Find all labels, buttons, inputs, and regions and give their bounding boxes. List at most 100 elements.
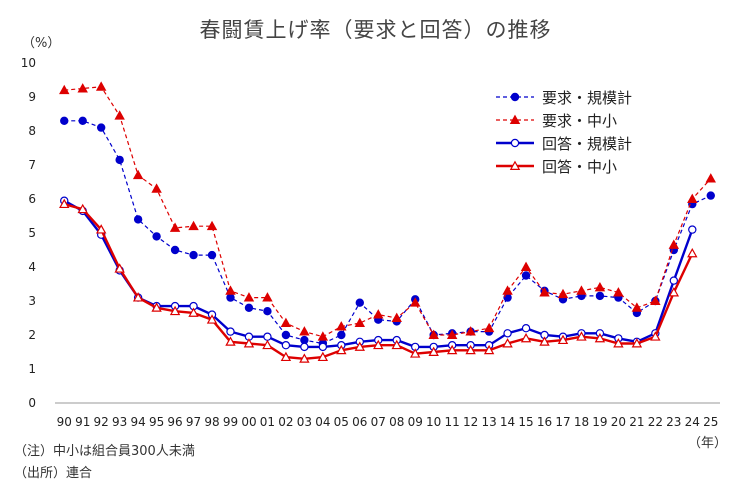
series-2-point <box>446 329 458 339</box>
x-tick-label: 19 <box>592 415 607 429</box>
x-tick-label: 02 <box>278 415 293 429</box>
series-1-point <box>115 155 124 165</box>
series-4-point <box>446 344 458 355</box>
series-4-point <box>225 336 236 346</box>
legend-marker-3 <box>510 138 520 148</box>
series-1-point <box>706 191 715 200</box>
series-4-point <box>465 344 476 355</box>
series-4-point <box>391 339 402 350</box>
series-4-point <box>428 346 439 356</box>
legend-marker-4 <box>509 160 521 170</box>
series-1-point <box>133 215 143 224</box>
series-2-point <box>631 302 643 312</box>
y-tick-label: 5 <box>28 226 36 240</box>
legend-label-1: 要求・規模計 <box>542 89 632 107</box>
x-tick-label: 13 <box>481 415 496 429</box>
series-2-point <box>705 173 716 183</box>
series-4-point <box>354 341 366 351</box>
series-4-point <box>188 307 199 317</box>
series-1-point <box>521 271 531 280</box>
x-tick-label: 14 <box>500 415 515 429</box>
series-1-point <box>281 330 291 340</box>
series-2-point <box>428 329 439 339</box>
y-tick-label: 0 <box>28 396 36 410</box>
series-4-point <box>594 332 606 343</box>
series-2-point <box>557 288 569 299</box>
series-4-point <box>299 353 310 363</box>
series-1-point <box>78 116 87 126</box>
series-4-point <box>169 305 181 316</box>
series-4-point <box>373 339 384 350</box>
series-4-point <box>520 332 532 343</box>
series-2-point <box>409 297 421 307</box>
y-tick-label: 10 <box>21 56 36 70</box>
series-2-point <box>539 287 550 297</box>
series-2-point <box>151 183 162 193</box>
series-3-point <box>688 225 697 234</box>
y-tick-label: 2 <box>28 328 36 342</box>
legend-marker-2 <box>509 114 521 124</box>
y-tick-label: 4 <box>28 260 36 274</box>
series-2-point <box>114 110 125 120</box>
x-tick-label: 99 <box>223 415 238 429</box>
series-2-point <box>280 317 292 328</box>
series-2-point <box>132 169 144 180</box>
x-tick-label: 97 <box>186 415 201 429</box>
series-1-point <box>355 298 364 307</box>
series-3-point <box>521 324 531 333</box>
series-1-point <box>152 232 161 241</box>
series-2-point <box>95 81 107 91</box>
series-1-point <box>244 303 254 312</box>
series-line-1 <box>64 120 712 345</box>
series-4-point <box>668 287 680 297</box>
series-3-point <box>281 341 291 350</box>
x-tick-label: 16 <box>537 415 552 429</box>
x-tick-label: 10 <box>426 415 441 429</box>
series-3-point <box>300 342 309 352</box>
y-tick-label: 1 <box>28 362 36 376</box>
series-4-point <box>631 338 643 348</box>
series-4-point <box>206 314 218 324</box>
x-tick-label: 17 <box>555 415 570 429</box>
series-2-point <box>59 84 70 95</box>
x-tick-label: 12 <box>463 415 478 429</box>
series-4-point <box>502 338 513 348</box>
series-3-point <box>226 327 235 336</box>
series-3-point <box>669 276 679 285</box>
series-4-point <box>650 331 661 341</box>
x-tick-label: 09 <box>408 415 423 429</box>
series-4-point <box>77 203 88 214</box>
series-2-point <box>373 309 384 319</box>
series-2-point <box>650 295 661 305</box>
series-4-point <box>317 351 329 362</box>
series-2-point <box>262 292 273 302</box>
series-1-point <box>96 123 106 132</box>
x-tick-label: 08 <box>389 415 404 429</box>
legend-label-2: 要求・中小 <box>542 112 617 130</box>
series-2-point <box>483 322 495 333</box>
x-tick-label: 92 <box>94 415 109 429</box>
chart-title: 春闘賃上げ率（要求と回答）の推移 <box>199 18 552 42</box>
x-tick-label: 15 <box>518 415 533 429</box>
x-unit-label: （年） <box>688 436 728 451</box>
x-tick-label: 91 <box>75 415 90 429</box>
series-2-point <box>243 292 255 302</box>
x-tick-label: 94 <box>130 415 145 429</box>
x-tick-label: 23 <box>666 415 681 429</box>
series-2-point <box>520 261 532 271</box>
series-4-point <box>262 339 273 350</box>
x-tick-label: 90 <box>57 415 72 429</box>
x-tick-label: 18 <box>574 415 589 429</box>
x-tick-label: 07 <box>371 415 386 429</box>
series-4-point <box>613 338 624 348</box>
series-4-point <box>132 292 144 302</box>
series-1-point <box>207 250 217 260</box>
series-2-point <box>687 193 698 203</box>
series-4-point <box>95 224 107 234</box>
series-4-point <box>243 338 255 348</box>
series-2-point <box>169 222 181 232</box>
series-3-point <box>503 329 512 338</box>
y-tick-label: 9 <box>28 90 36 104</box>
series-4-point <box>114 263 125 273</box>
